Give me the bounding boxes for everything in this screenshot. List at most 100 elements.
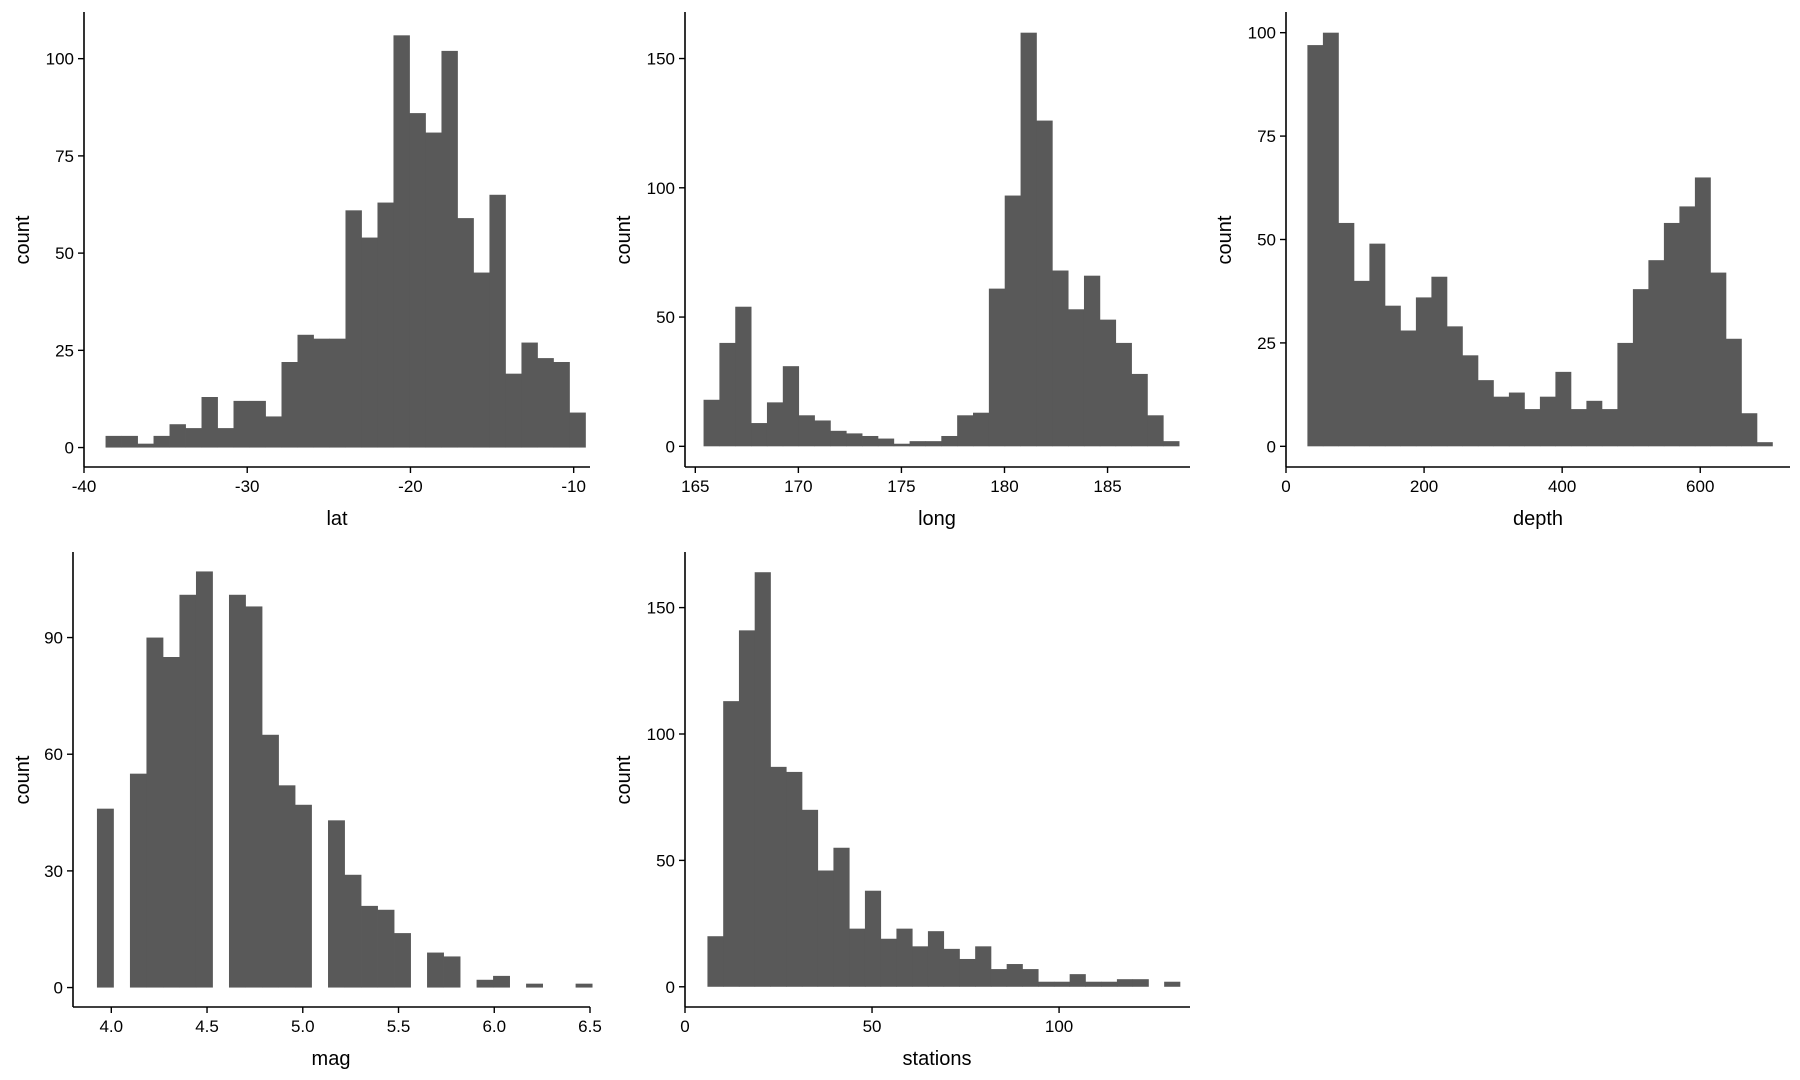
lat-bar — [345, 210, 362, 448]
panel-stations: 0 50 100 0 50 100 150 stations count — [613, 552, 1190, 1070]
depth-y-tick-label: 25 — [1257, 334, 1276, 353]
long-y-tick-label: 150 — [647, 50, 675, 69]
long-x-axis-title: long — [918, 508, 956, 530]
mag-bar — [96, 808, 114, 988]
stations-bar — [959, 958, 976, 987]
mag-y-tick-label: 0 — [54, 979, 63, 998]
depth-bar — [1338, 222, 1355, 447]
depth-bar — [1710, 272, 1727, 447]
stations-bar — [786, 771, 803, 987]
lat-bar — [281, 362, 298, 448]
stations-bar — [1038, 981, 1055, 987]
depth-bar — [1632, 289, 1649, 447]
depth-bar — [1570, 409, 1587, 447]
long-bar — [782, 366, 800, 447]
depth-bar — [1353, 280, 1370, 447]
mag-x-tick-label: 4.5 — [195, 1017, 219, 1036]
lat-y-tick-label: 25 — [55, 341, 74, 360]
lat-bar — [297, 334, 314, 448]
stations-bars — [707, 572, 1181, 987]
mag-bar — [493, 975, 510, 988]
depth-bar — [1446, 326, 1463, 447]
long-x-tick-label: 170 — [784, 477, 812, 496]
lat-bar — [185, 428, 202, 448]
panel-long: 165 170 175 180 185 0 50 100 150 long count — [613, 12, 1190, 530]
lat-bar — [361, 237, 378, 448]
mag-bar — [344, 874, 362, 988]
lat-bar — [121, 435, 138, 448]
long-bar — [846, 433, 863, 447]
depth-bars — [1307, 32, 1773, 447]
mag-x-tick-label: 5.5 — [387, 1017, 411, 1036]
stations-bar — [849, 928, 866, 987]
long-x-tick-label: 180 — [990, 477, 1018, 496]
mag-bar — [146, 637, 164, 988]
depth-y-tick-label: 75 — [1257, 127, 1276, 146]
lat-bar — [201, 397, 218, 448]
lat-x-tick-label: -20 — [398, 477, 423, 496]
long-bar — [909, 441, 926, 447]
lat-y-tick-label: 50 — [55, 244, 74, 263]
stations-bar — [1053, 981, 1071, 987]
mag-x-tick-label: 6.5 — [578, 1017, 602, 1036]
depth-bar — [1694, 177, 1711, 447]
stations-bar — [912, 946, 929, 987]
depth-bar — [1384, 305, 1401, 447]
depth-bar — [1663, 222, 1680, 447]
depth-bar — [1477, 380, 1494, 447]
stations-y-tick-label: 150 — [647, 599, 675, 618]
stations-bar — [1022, 969, 1039, 987]
lat-bar — [441, 50, 458, 448]
depth-bar — [1539, 396, 1556, 447]
stations-bar — [1164, 981, 1181, 987]
stations-bar — [801, 809, 819, 987]
panel-mag: 4.0 4.5 5.0 5.5 6.0 6.5 0 30 60 90 mag count — [12, 552, 602, 1070]
stations-bar — [1101, 981, 1118, 987]
stations-bar — [1116, 979, 1134, 987]
depth-bar — [1369, 243, 1386, 447]
mag-x-tick-label: 4.0 — [99, 1017, 123, 1036]
long-x-tick-label: 165 — [681, 477, 709, 496]
stations-y-axis-title: count — [613, 755, 635, 804]
long-bar — [830, 430, 847, 447]
mag-bar — [575, 983, 593, 988]
lat-bar — [233, 400, 250, 448]
long-bar — [1083, 275, 1101, 447]
lat-bar — [137, 443, 154, 448]
depth-bar — [1555, 371, 1572, 447]
lat-y-tick-label: 0 — [65, 439, 74, 458]
stations-bar — [723, 701, 740, 987]
mag-bar — [394, 933, 411, 988]
lat-x-tick-label: -30 — [235, 477, 260, 496]
depth-bar — [1741, 413, 1758, 447]
mag-bar — [377, 909, 395, 988]
mag-bar — [443, 956, 461, 988]
lat-bar — [409, 113, 426, 448]
depth-bar — [1307, 45, 1324, 447]
depth-y-tick-label: 100 — [1248, 24, 1276, 43]
lat-x-tick-label: -40 — [72, 477, 97, 496]
long-bar — [1099, 319, 1117, 447]
depth-y-tick-label: 50 — [1257, 231, 1276, 250]
stations-y-tick-label: 0 — [666, 978, 675, 997]
lat-y-axis-title: count — [12, 215, 34, 264]
long-axes: 165 170 175 180 185 0 50 100 150 — [647, 12, 1190, 496]
lat-y-tick-label: 75 — [55, 147, 74, 166]
lat-bar — [569, 412, 586, 448]
long-y-tick-label: 100 — [647, 179, 675, 198]
depth-bar — [1617, 342, 1634, 447]
depth-bar — [1586, 400, 1603, 447]
stations-bar — [738, 630, 756, 987]
stations-x-tick-label: 100 — [1045, 1017, 1073, 1036]
depth-x-axis-title: depth — [1513, 508, 1563, 530]
long-bar — [862, 435, 879, 447]
lat-bar — [505, 373, 522, 448]
mag-x-tick-label: 5.0 — [291, 1017, 315, 1036]
lat-bar — [377, 202, 394, 448]
lat-bar — [457, 218, 474, 448]
lat-x-axis-title: lat — [326, 508, 348, 530]
lat-bar — [265, 416, 282, 448]
stations-bar — [1006, 964, 1023, 987]
long-bar — [925, 441, 942, 447]
